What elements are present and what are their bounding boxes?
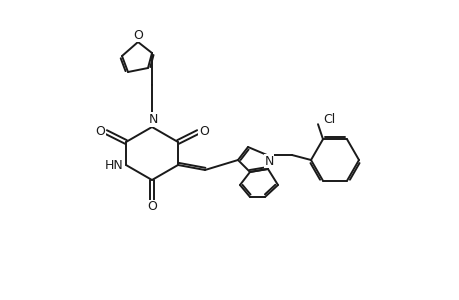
Text: N: N [148,113,157,126]
Text: Cl: Cl [322,113,335,126]
Text: O: O [199,124,208,137]
Text: N: N [264,154,273,167]
Text: O: O [147,200,157,214]
Text: O: O [95,124,105,137]
Text: HN: HN [105,158,124,172]
Text: O: O [133,28,143,41]
